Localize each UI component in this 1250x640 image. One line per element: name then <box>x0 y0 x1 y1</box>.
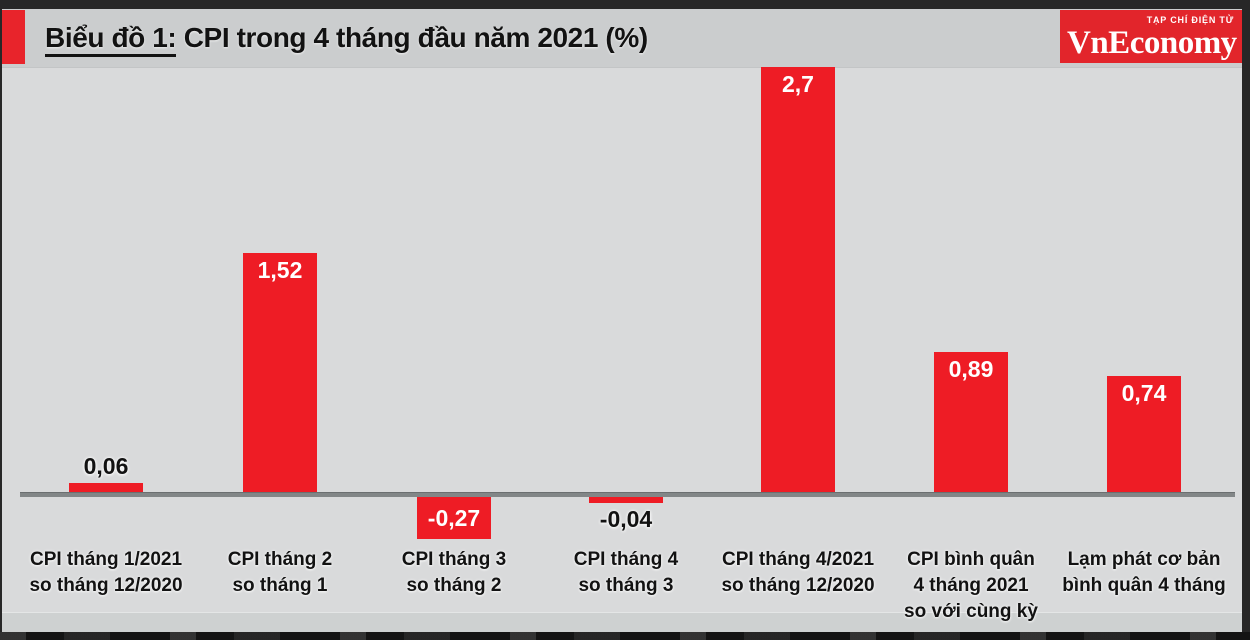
category-label: CPI tháng 1/2021 so tháng 12/2020 <box>29 549 183 596</box>
zero-axis-line <box>20 492 1235 497</box>
logo-tagline: TẠP CHÍ ĐIỆN TỬ <box>1146 15 1234 25</box>
bottom-band <box>2 612 1242 632</box>
red-accent-square <box>2 10 25 64</box>
chart-plot: 0,06 CPI tháng 1/2021 so tháng 12/2020 1,5… <box>2 67 1242 622</box>
category-label: Lạm phát cơ bản bình quân 4 tháng <box>1062 549 1226 596</box>
category-label: CPI bình quân 4 tháng 2021 so với cùng k… <box>904 549 1038 622</box>
category-label: CPI tháng 4/2021 so tháng 12/2020 <box>721 549 875 596</box>
bar-value-label: -0,04 <box>599 506 653 532</box>
title-rest: CPI trong 4 tháng đầu năm 2021 (%) <box>176 22 648 53</box>
bar-value-label: -0,27 <box>427 505 481 531</box>
bar <box>69 483 143 492</box>
bar-value-label: 1,52 <box>257 257 303 283</box>
logo-wordmark: VnEconomy <box>1067 25 1237 61</box>
bar-value-label: 0,89 <box>948 356 994 382</box>
bar <box>417 497 491 539</box>
bar <box>934 352 1008 492</box>
bar <box>1107 376 1181 492</box>
bar-value-label: 2,7 <box>782 71 814 97</box>
bar <box>243 253 317 492</box>
bar <box>761 67 835 492</box>
category-label: CPI tháng 4 so tháng 3 <box>573 549 679 596</box>
chart-header: Biểu đồ 1: CPI trong 4 tháng đầu năm 202… <box>2 9 1242 68</box>
bar <box>589 497 663 503</box>
vneconomy-logo: TẠP CHÍ ĐIỆN TỬ VnEconomy <box>1060 10 1242 63</box>
title-prefix: Biểu đồ 1: <box>45 22 177 57</box>
category-label: CPI tháng 3 so tháng 2 <box>401 549 507 596</box>
page-title: Biểu đồ 1: CPI trong 4 tháng đầu năm 202… <box>45 9 648 67</box>
bar-value-label: 0,06 <box>83 453 129 479</box>
cutoff-bottom-strip <box>0 632 1250 640</box>
bar-value-label: 0,74 <box>1121 380 1167 406</box>
category-label: CPI tháng 2 so tháng 1 <box>227 549 333 596</box>
infographic-page: Biểu đồ 1: CPI trong 4 tháng đầu năm 202… <box>2 9 1242 632</box>
